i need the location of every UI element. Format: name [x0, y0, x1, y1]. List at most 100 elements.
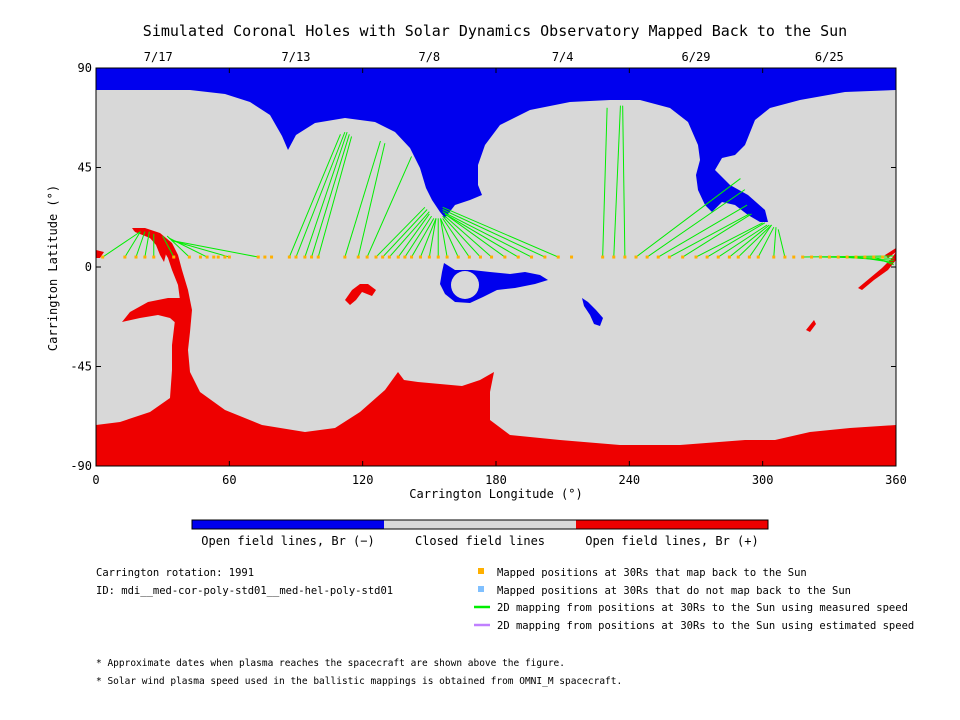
mapped-point-8	[205, 255, 209, 259]
mapping-line-10	[288, 134, 341, 258]
mapped-point-41	[543, 255, 547, 259]
mapped-point-28	[403, 255, 407, 259]
x-tick-label-6: 360	[885, 473, 907, 487]
mapping-line-19	[382, 209, 428, 258]
x-axis-label: Carrington Longitude (°)	[409, 487, 582, 501]
mapping-line-0	[102, 231, 141, 258]
mapped-point-13	[256, 255, 260, 259]
x-tick-label-1: 60	[222, 473, 236, 487]
mapped-point-62	[801, 255, 805, 259]
date-tick-label-4: 6/29	[682, 50, 711, 64]
mapped-point-53	[705, 255, 709, 259]
mapped-point-43	[570, 255, 574, 259]
mapping-line-40	[635, 178, 741, 258]
y-tick-label-0: 90	[78, 61, 92, 75]
legend-label-mapped: Mapped positions at 30Rs that map back t…	[497, 567, 807, 579]
mapped-points	[101, 255, 885, 259]
mapping-line-39	[622, 105, 626, 258]
mapping-lines	[102, 105, 894, 266]
mapping-line-14	[317, 136, 353, 258]
mapping-line-20	[388, 211, 430, 258]
mapping-line-45	[695, 222, 763, 258]
x-tick-label-2: 120	[352, 473, 374, 487]
mapping-line-29	[442, 218, 470, 258]
mapped-point-67	[845, 255, 849, 259]
mapping-line-22	[404, 215, 432, 258]
mapped-point-63	[810, 255, 814, 259]
x-tick-label-4: 240	[618, 473, 640, 487]
mapped-point-11	[223, 255, 227, 259]
axes: 0 60 120 180 240 300 360 90 45 0 -45 -90 7/17 7/13 7/8…	[70, 50, 907, 487]
colorbar-label-closed: Closed field lines	[415, 534, 545, 548]
colorbar-label-positive: Open field lines, Br (+)	[585, 534, 758, 548]
mapping-line-25	[428, 218, 437, 258]
east-positive-sliver	[858, 252, 896, 290]
mapped-point-56	[736, 255, 740, 259]
mapped-point-51	[681, 255, 685, 259]
mapped-point-24	[374, 255, 378, 259]
x-tick-label-0: 0	[92, 473, 99, 487]
x-tick-label-5: 300	[752, 473, 774, 487]
closed-island	[451, 271, 479, 299]
y-tick-label-4: -90	[70, 459, 92, 473]
small-negative-hole	[582, 298, 603, 326]
legend-label-estimated: 2D mapping from positions at 30Rs to the…	[497, 620, 914, 632]
mapping-line-35	[442, 209, 546, 258]
mapped-point-21	[343, 255, 347, 259]
mapped-point-26	[387, 255, 391, 259]
small-positive-hole	[806, 320, 816, 332]
mapped-point-5	[172, 255, 176, 259]
legend: Mapped positions at 30Rs that map back t…	[474, 567, 914, 632]
mapped-point-7	[198, 255, 202, 259]
y-tick-label-3: -45	[70, 360, 92, 374]
mapped-point-42	[556, 255, 560, 259]
legend-label-measured: 2D mapping from positions at 30Rs to the…	[497, 602, 908, 614]
mapped-point-32	[436, 255, 440, 259]
mapping-line-57	[855, 256, 894, 264]
chart-title: Simulated Coronal Holes with Solar Dynam…	[143, 22, 847, 40]
mapping-line-1	[124, 231, 141, 258]
colorbar-negative	[192, 520, 384, 529]
mid-positive-hole	[345, 284, 376, 305]
y-axis-label: Carrington Latitude (°)	[46, 185, 60, 351]
mapped-point-16	[287, 255, 291, 259]
y-tick-label-1: 45	[78, 161, 92, 175]
south-polar-positive-hole	[96, 228, 896, 466]
mapped-point-12	[227, 255, 231, 259]
mapping-line-50	[748, 224, 772, 258]
mapping-line-43	[669, 213, 750, 258]
mapping-line-58	[873, 256, 894, 266]
mapped-point-60	[783, 255, 787, 259]
mapping-line-5	[162, 235, 175, 258]
mapping-line-27	[439, 218, 448, 258]
east-positive-tip	[885, 248, 896, 258]
mapping-line-16	[357, 143, 386, 258]
mapping-line-33	[444, 213, 519, 258]
mapping-line-42	[657, 204, 748, 258]
mapping-line-17	[366, 156, 413, 258]
mapping-line-23	[411, 218, 435, 258]
mapping-line-34	[442, 211, 532, 258]
mapped-point-37	[490, 255, 494, 259]
mapped-point-44	[601, 255, 605, 259]
run-id-text: ID: mdi__med-cor-poly-std01__med-hel-pol…	[96, 585, 393, 597]
mapped-point-4	[152, 255, 156, 259]
mapped-point-69	[863, 255, 867, 259]
footnote-speed: * Solar wind plasma speed used in the ba…	[96, 676, 622, 687]
mapping-line-44	[682, 213, 752, 258]
mapped-point-23	[365, 255, 369, 259]
closed-field-region	[96, 68, 896, 466]
colorbar-closed	[384, 520, 576, 529]
northern-positive-hole	[133, 229, 166, 262]
mapped-point-3	[143, 255, 147, 259]
mapped-point-18	[303, 255, 307, 259]
legend-marker-not-mapped	[478, 586, 484, 592]
mapped-point-1	[123, 255, 127, 259]
colorbar-positive	[576, 520, 768, 529]
mapping-line-13	[311, 134, 350, 258]
mapping-line-15	[344, 140, 381, 258]
mapped-point-35	[467, 255, 471, 259]
mapped-point-33	[445, 255, 449, 259]
date-tick-label-5: 6/25	[815, 50, 844, 64]
date-tick-label-3: 7/4	[552, 50, 574, 64]
